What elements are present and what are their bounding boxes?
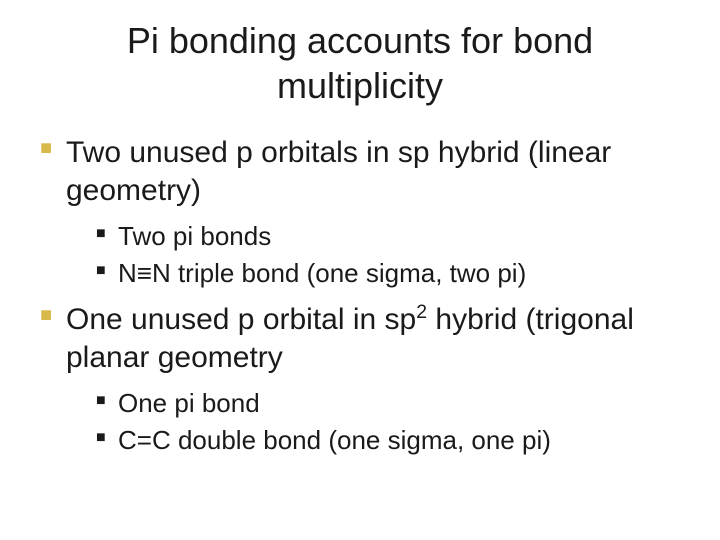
- slide-title: Pi bonding accounts for bond multiplicit…: [40, 18, 680, 108]
- superscript: 2: [416, 301, 427, 323]
- list-item-text: Two pi bonds: [118, 221, 271, 251]
- bullet-list-level1: ■ Two unused p orbitals in sp hybrid (li…: [40, 134, 680, 458]
- bullet-list-level2: ■ Two pi bonds ■ N≡N triple bond (one si…: [66, 219, 680, 291]
- square-bullet-icon: ■: [40, 136, 52, 161]
- square-bullet-icon: ■: [96, 390, 106, 412]
- list-item: ■ C=C double bond (one sigma, one pi): [96, 423, 680, 458]
- list-item-text: Two unused p orbitals in sp hybrid (line…: [66, 136, 611, 207]
- square-bullet-icon: ■: [96, 260, 106, 282]
- list-item-text: N≡N triple bond (one sigma, two pi): [118, 258, 526, 288]
- list-item: ■ N≡N triple bond (one sigma, two pi): [96, 256, 680, 291]
- list-item: ■ One pi bond: [96, 386, 680, 421]
- list-item: ■ Two unused p orbitals in sp hybrid (li…: [40, 134, 680, 291]
- list-item: ■ One unused p orbital in sp2 hybrid (tr…: [40, 301, 680, 458]
- square-bullet-icon: ■: [96, 223, 106, 245]
- list-item-text: One pi bond: [118, 388, 260, 418]
- list-item: ■ Two pi bonds: [96, 219, 680, 254]
- list-item-text: C=C double bond (one sigma, one pi): [118, 425, 551, 455]
- list-item-text: One unused p orbital in sp2 hybrid (trig…: [66, 303, 634, 374]
- square-bullet-icon: ■: [40, 303, 52, 328]
- bullet-list-level2: ■ One pi bond ■ C=C double bond (one sig…: [66, 386, 680, 458]
- square-bullet-icon: ■: [96, 427, 106, 449]
